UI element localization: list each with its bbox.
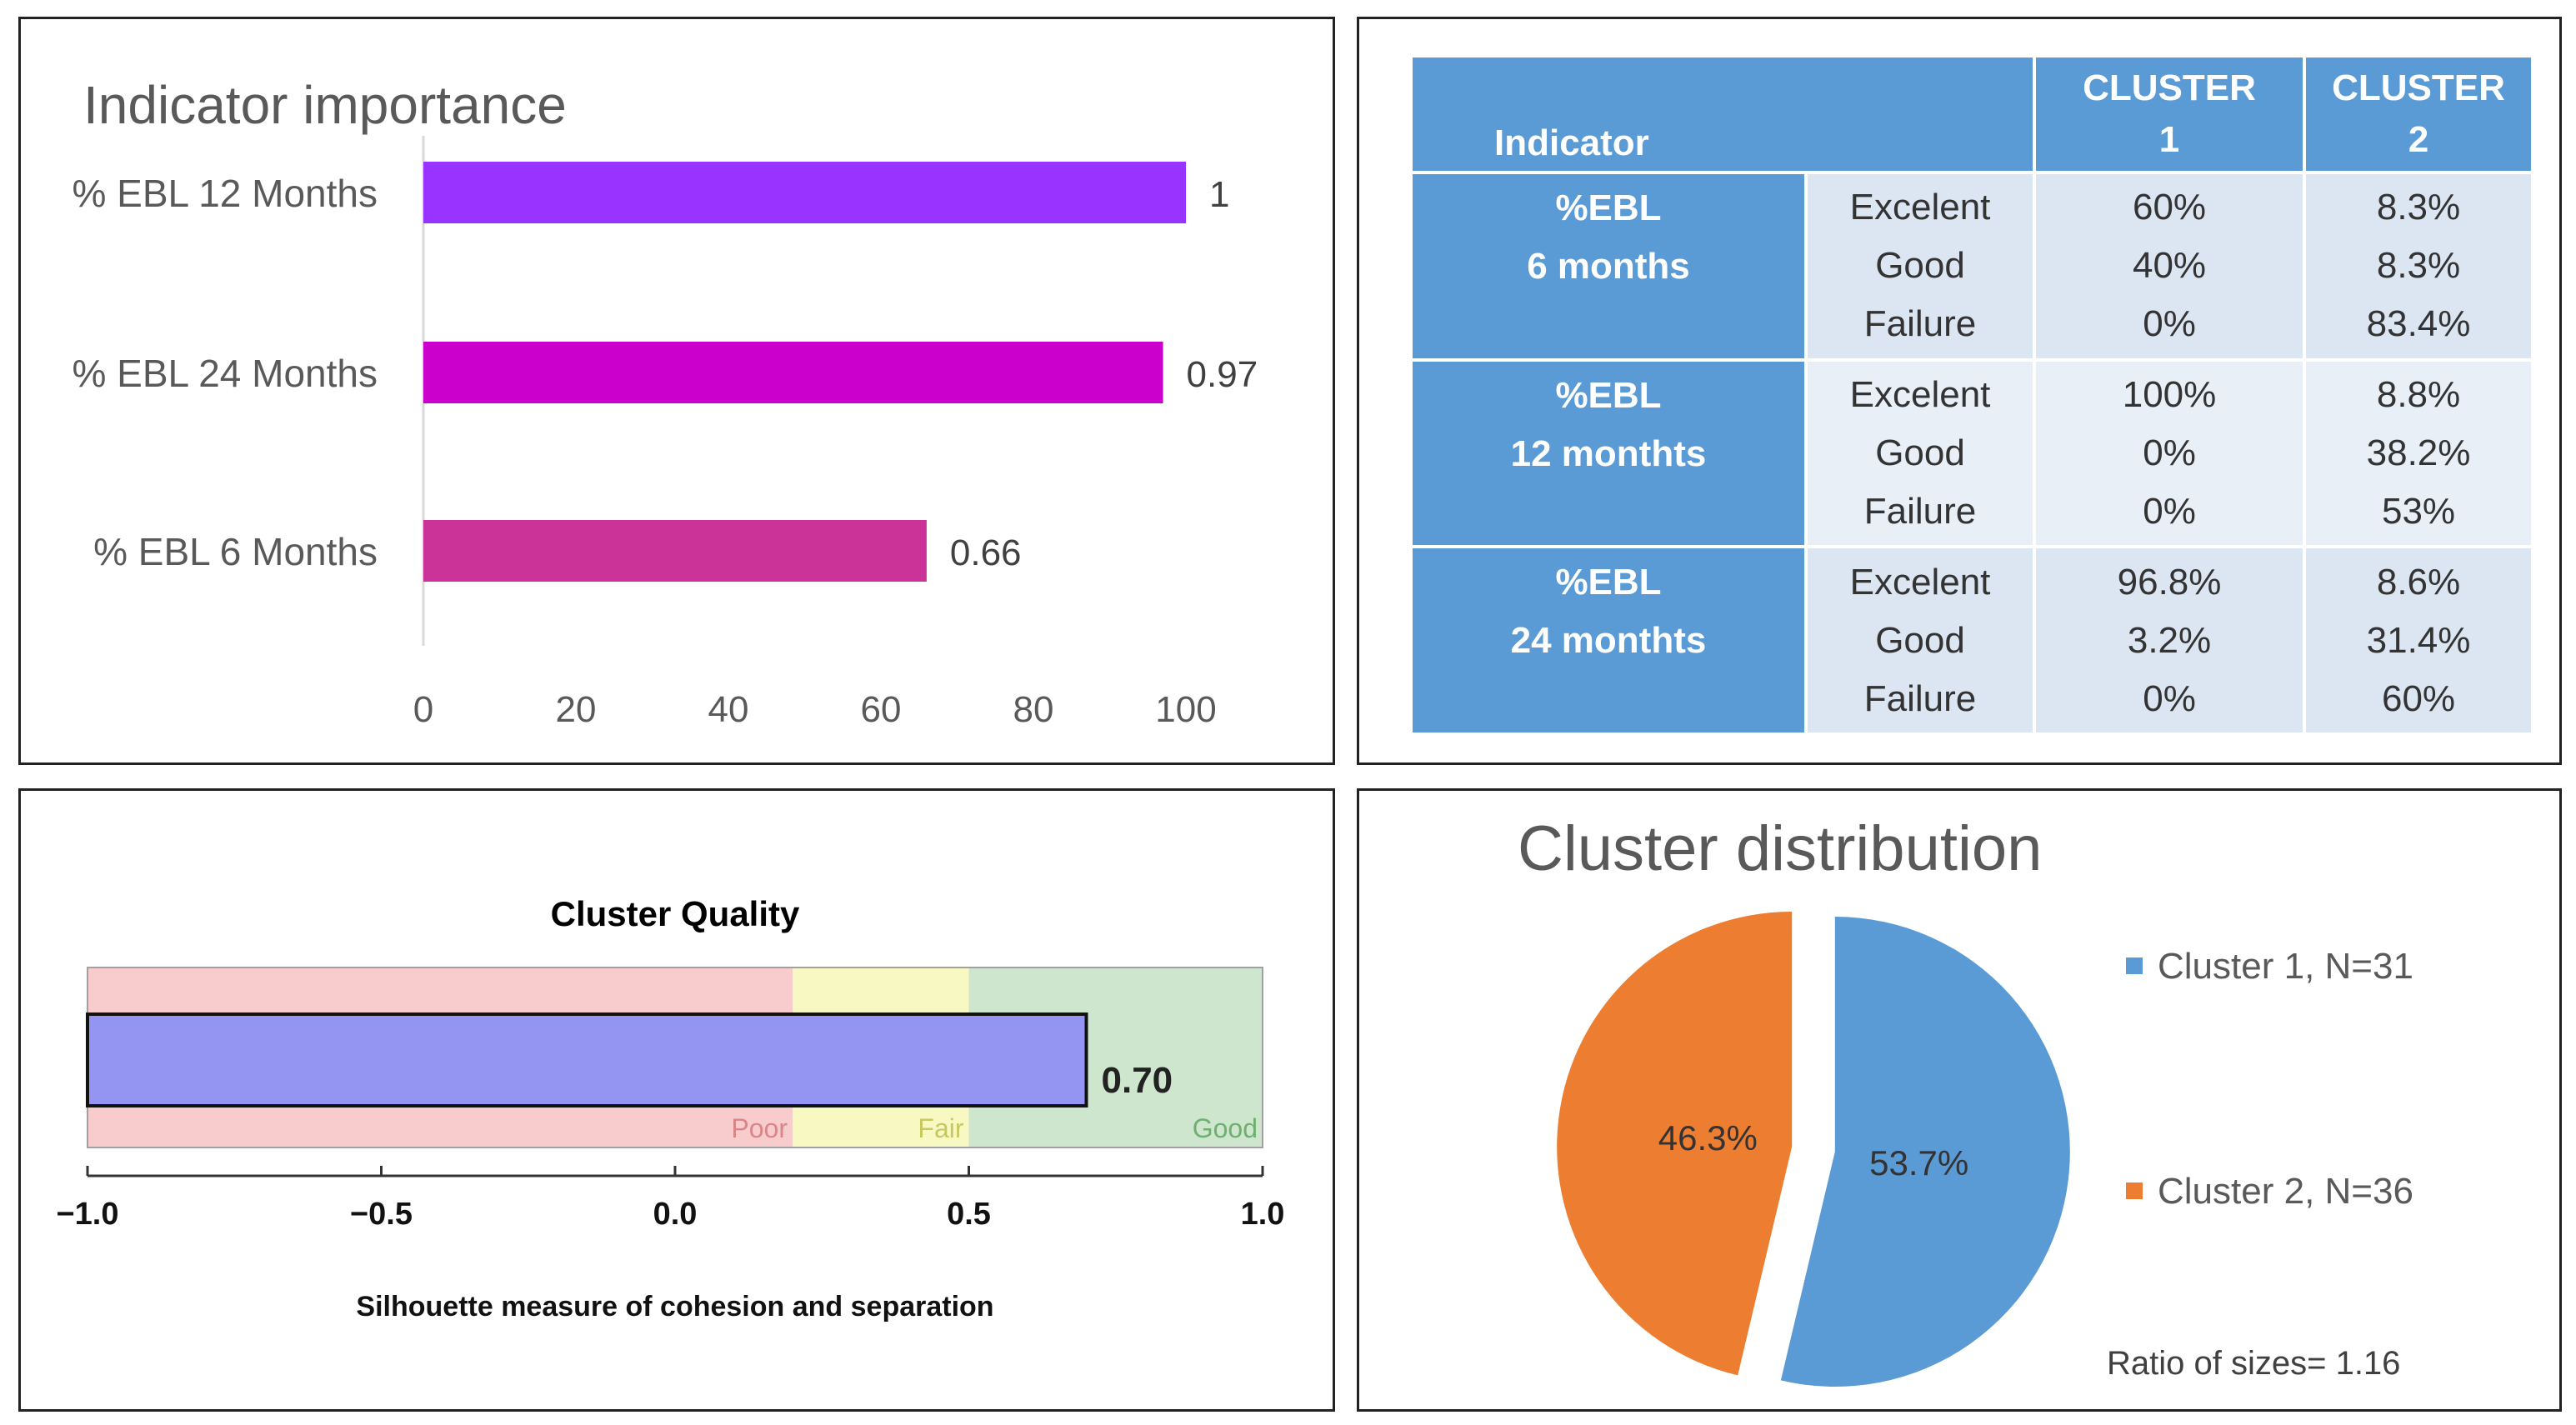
- x-tick-label: 0.5: [947, 1197, 991, 1232]
- chart-title: Cluster Quality: [551, 894, 800, 933]
- slice-label: 53.7%: [1869, 1143, 1968, 1182]
- x-tick-label: −0.5: [350, 1197, 413, 1232]
- x-tick-label: 60: [861, 689, 902, 730]
- x-axis-label: Silhouette measure of cohesion and separ…: [356, 1291, 993, 1322]
- value-label: 0.70: [1102, 1060, 1173, 1101]
- silhouette-bar: [86, 1012, 1088, 1108]
- band-label: Good: [1193, 1113, 1258, 1143]
- legend-marker: [2126, 1182, 2143, 1199]
- cluster-quality-chart: Cluster Quality Poor Fair Good 0.70 −1.0 −0.5 0…: [56, 894, 1285, 1322]
- bar: [423, 162, 1186, 223]
- x-tick-label: 0.0: [653, 1197, 698, 1232]
- ratio-note: Ratio of sizes= 1.16: [2107, 1345, 2400, 1382]
- band-label: Poor: [731, 1113, 788, 1143]
- bar: [423, 520, 927, 582]
- cluster-2-cell: 8.3% 8.3% 83.4%: [2306, 174, 2532, 358]
- x-tick-label: 1.0: [1241, 1197, 1285, 1232]
- pie-slice: [1557, 911, 1793, 1376]
- data-label: 1: [1209, 174, 1229, 215]
- data-label: 0.97: [1187, 354, 1258, 395]
- legend-marker: [2126, 958, 2143, 974]
- band-label: Fair: [918, 1113, 963, 1143]
- slice-label: 46.3%: [1658, 1118, 1758, 1158]
- indicator-importance-chart: Indicator importance % EBL 12 Months 1 % EB…: [73, 75, 1258, 730]
- chart-title: Indicator importance: [83, 75, 567, 135]
- header-indicator: Indicator: [1413, 58, 2033, 171]
- category-cell: Excelent Good Failure: [1808, 174, 2033, 358]
- x-tick-label: 40: [708, 689, 749, 730]
- cluster-1-cell: 100% 0% 0%: [2036, 361, 2303, 546]
- x-tick-label: 100: [1155, 689, 1216, 730]
- category-label: % EBL 24 Months: [73, 352, 378, 395]
- legend-entry: Cluster 2, N=36: [2158, 1171, 2413, 1212]
- x-tick-label: 0: [413, 689, 433, 730]
- cluster-1-cell: 96.8% 3.2% 0%: [2036, 548, 2303, 732]
- data-label: 0.66: [950, 532, 1022, 573]
- cluster-2-cell: 8.8% 38.2% 53%: [2306, 361, 2532, 546]
- category-cell: Excelent Good Failure: [1808, 361, 2033, 546]
- group-name: %EBL 12 monthts: [1413, 361, 1804, 546]
- cluster-table: Indicator CLUSTER 1 CLUSTER 2 %EBL 6 months…: [1409, 54, 2534, 736]
- x-tick-label: 80: [1013, 689, 1054, 730]
- cluster-quality-panel: Cluster Quality Poor Fair Good 0.70 −1.0 −0.5 0…: [18, 788, 1335, 1412]
- bar: [423, 342, 1163, 403]
- header-cluster-2: CLUSTER 2: [2306, 58, 2532, 171]
- category-cell: Excelent Good Failure: [1808, 548, 2033, 732]
- header-cluster-1: CLUSTER 1: [2036, 58, 2303, 171]
- legend-entry: Cluster 1, N=31: [2158, 946, 2413, 987]
- category-label: % EBL 12 Months: [73, 172, 378, 215]
- group-name: %EBL 24 monthts: [1413, 548, 1804, 732]
- cluster-distribution-panel: Cluster distribution 53.7% 46.3% Cluster 1,…: [1357, 788, 2562, 1412]
- cluster-table-panel: Indicator CLUSTER 1 CLUSTER 2 %EBL 6 months…: [1357, 17, 2562, 765]
- x-tick-label: 20: [556, 689, 597, 730]
- chart-title: Cluster distribution: [1518, 813, 2042, 884]
- pie-slice: [1780, 917, 2070, 1388]
- cluster-2-cell: 8.6% 31.4% 60%: [2306, 548, 2532, 732]
- cluster-1-cell: 60% 40% 0%: [2036, 174, 2303, 358]
- category-label: % EBL 6 Months: [93, 530, 378, 573]
- cluster-distribution-chart: Cluster distribution 53.7% 46.3% Cluster 1,…: [1518, 813, 2413, 1388]
- x-tick-label: −1.0: [56, 1197, 118, 1232]
- indicator-importance-panel: Indicator importance % EBL 12 Months 1 % EB…: [18, 17, 1335, 765]
- group-name: %EBL 6 months: [1413, 174, 1804, 358]
